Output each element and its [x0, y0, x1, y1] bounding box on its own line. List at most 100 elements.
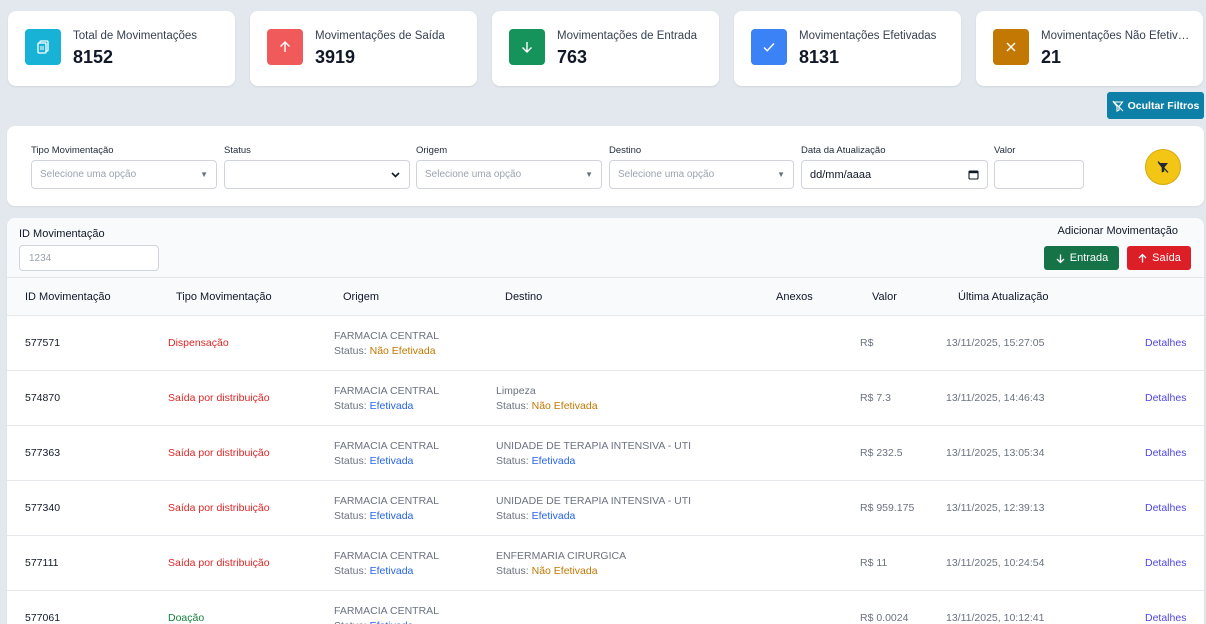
filter-destino-label: Destino — [609, 145, 642, 156]
status-value: Efetivada — [369, 400, 414, 412]
filter-destino-select[interactable]: Selecione uma opção ▼ — [609, 160, 794, 189]
stat-value: 21 — [1041, 47, 1062, 67]
status-value: Efetivada — [369, 565, 414, 577]
hide-filters-button[interactable]: Ocultar Filtros — [1107, 92, 1204, 119]
origem-name: FARMACIA CENTRAL — [334, 330, 440, 342]
status-prefix: Status: — [334, 400, 370, 412]
filter-data-placeholder: dd/mm/aaaa — [810, 168, 872, 181]
filter-data-input[interactable]: dd/mm/aaaa — [801, 160, 988, 189]
caret-down-icon: ▼ — [777, 170, 785, 179]
cell-data: 13/11/2025, 10:12:41 — [946, 612, 1045, 624]
details-link[interactable]: Detalhes — [1145, 447, 1187, 459]
filter-destino-placeholder: Selecione uma opção — [618, 169, 715, 180]
stats-cards: Total de Movimentações 8152 Movimentaçõe… — [8, 11, 1203, 86]
filter-data: Data da Atualização dd/mm/aaaa — [801, 145, 988, 189]
filter-status: Status — [224, 145, 410, 189]
table-row[interactable]: 577340 Saída por distribuição FARMACIA CEN… — [7, 481, 1204, 536]
status-prefix: Status: — [496, 400, 532, 412]
status-value: Efetivada — [369, 455, 414, 467]
cell-origem: FARMACIA CENTRAL Status: Efetivada — [334, 494, 439, 524]
cell-tipo: Saída por distribuição — [168, 557, 270, 569]
cell-destino: UNIDADE DE TERAPIA INTENSIVA - UTI Status… — [496, 439, 691, 469]
cell-data: 13/11/2025, 13:05:34 — [946, 447, 1045, 459]
x-icon — [993, 29, 1029, 65]
stat-value: 8152 — [73, 47, 114, 67]
table-row[interactable]: 574870 Saída por distribuição FARMACIA CEN… — [7, 371, 1204, 426]
status-prefix: Status: — [496, 455, 532, 467]
cell-tipo: Saída por distribuição — [168, 447, 270, 459]
stat-title: Movimentações de Entrada — [557, 30, 697, 42]
destino-status: Status: Efetivada — [496, 454, 691, 469]
stat-value: 763 — [557, 47, 588, 67]
cell-id: 577571 — [25, 337, 61, 349]
table-body: 577571 Dispensação FARMACIA CENTRAL Status:… — [7, 316, 1204, 624]
header-destino[interactable]: Destino — [505, 291, 543, 303]
header-id[interactable]: ID Movimentação — [25, 291, 111, 303]
filter-tipo-select[interactable]: Selecione uma opção ▼ — [31, 160, 217, 189]
chevron-down-icon — [391, 172, 400, 178]
table-row[interactable]: 577061 Doação FARMACIA CENTRAL Status: Efet… — [7, 591, 1204, 624]
add-saida-button[interactable]: Saída — [1127, 246, 1191, 270]
cell-destino: UNIDADE DE TERAPIA INTENSIVA - UTI Status… — [496, 494, 691, 524]
arrow-down-icon — [509, 29, 545, 65]
cell-tipo: Saída por distribuição — [168, 502, 270, 514]
status-prefix: Status: — [334, 455, 370, 467]
table-toolbar: ID Movimentação 1234 Adicionar Movimenta… — [7, 218, 1204, 278]
cell-tipo: Doação — [168, 612, 205, 624]
stat-title: Movimentações de Saída — [315, 30, 445, 42]
stat-card-efetivadas: Movimentações Efetivadas 8131 — [734, 11, 961, 86]
movements-table-card: ID Movimentação 1234 Adicionar Movimenta… — [7, 218, 1204, 624]
stat-value: 3919 — [315, 47, 356, 67]
details-link[interactable]: Detalhes — [1145, 392, 1187, 404]
origem-name: FARMACIA CENTRAL — [334, 385, 440, 397]
filter-origem: Origem Selecione uma opção ▼ — [416, 145, 602, 189]
origem-name: FARMACIA CENTRAL — [334, 550, 440, 562]
status-value: Não Efetivada — [369, 345, 436, 357]
table-header: ID Movimentação Tipo Movimentação Origem… — [7, 278, 1204, 316]
stat-title: Movimentações Efetivadas — [799, 30, 937, 42]
filter-valor-label: Valor — [994, 145, 1016, 156]
add-entrada-button[interactable]: Entrada — [1044, 246, 1119, 270]
header-valor[interactable]: Valor — [872, 291, 897, 303]
filter-tipo-label: Tipo Movimentação — [31, 145, 114, 156]
filter-tipo: Tipo Movimentação Selecione uma opção ▼ — [31, 145, 217, 189]
status-value: Efetivada — [531, 455, 576, 467]
destino-name: ENFERMARIA CIRURGICA — [496, 550, 627, 562]
status-value: Efetivada — [370, 620, 414, 624]
details-link[interactable]: Detalhes — [1145, 502, 1187, 514]
filter-valor-input[interactable] — [994, 160, 1084, 189]
arrow-down-icon — [1056, 254, 1065, 263]
origem-status: Status: Efetivada — [334, 564, 439, 579]
calendar-icon[interactable] — [968, 169, 979, 180]
header-origem[interactable]: Origem — [343, 291, 380, 303]
cell-valor: R$ 11 — [860, 557, 888, 569]
arrow-up-icon — [1138, 253, 1147, 262]
details-link[interactable]: Detalhes — [1145, 557, 1187, 569]
origem-status: Status: Não Efetivada — [334, 344, 439, 359]
cell-origem: FARMACIA CENTRAL Status: Efetivada — [334, 604, 439, 624]
documents-icon — [25, 29, 61, 65]
cell-valor: R$ — [860, 337, 874, 349]
filter-origem-select[interactable]: Selecione uma opção ▼ — [416, 160, 602, 189]
table-row[interactable]: 577571 Dispensação FARMACIA CENTRAL Status:… — [7, 316, 1204, 371]
status-prefix: Status: — [334, 565, 370, 577]
table-row[interactable]: 577363 Saída por distribuição FARMACIA CEN… — [7, 426, 1204, 481]
destino-name: UNIDADE DE TERAPIA INTENSIVA - UTI — [496, 495, 692, 507]
clear-filters-button[interactable] — [1145, 149, 1181, 185]
status-value: Não Efetivada — [531, 565, 598, 577]
header-tipo[interactable]: Tipo Movimentação — [176, 291, 272, 303]
origem-name: FARMACIA CENTRAL — [334, 605, 440, 617]
id-search-input[interactable]: 1234 — [19, 245, 159, 271]
stat-title: Total de Movimentações — [73, 30, 198, 42]
details-link[interactable]: Detalhes — [1145, 612, 1187, 624]
cell-data: 13/11/2025, 14:46:43 — [946, 392, 1045, 404]
cell-valor: R$ 0.0024 — [860, 612, 909, 624]
caret-down-icon: ▼ — [585, 170, 593, 179]
header-data[interactable]: Última Atualização — [958, 291, 1049, 303]
details-link[interactable]: Detalhes — [1145, 337, 1187, 349]
cell-data: 13/11/2025, 12:39:13 — [946, 502, 1045, 514]
table-row[interactable]: 577111 Saída por distribuição FARMACIA CEN… — [7, 536, 1204, 591]
filter-status-select[interactable] — [224, 160, 410, 189]
stat-title: Movimentações Não Efetivadas — [1041, 30, 1193, 42]
cell-id: 577061 — [25, 612, 61, 624]
